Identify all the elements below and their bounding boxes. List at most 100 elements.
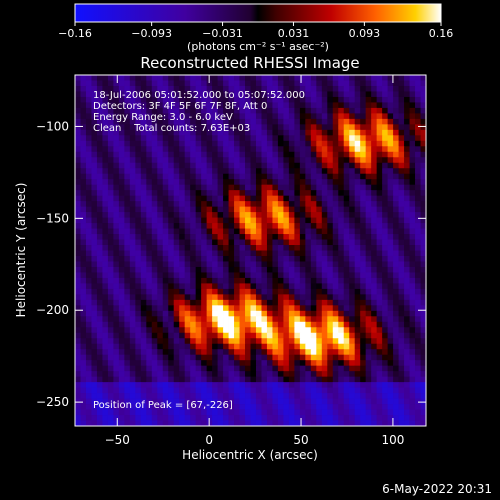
heatmap-cell [420,91,427,98]
heatmap-cell [179,310,186,317]
heatmap-cell [228,299,235,306]
heatmap-cell [124,91,131,98]
heatmap-cell [75,85,81,92]
heatmap-cell [107,420,114,427]
heatmap-cell [91,272,98,279]
heatmap-cell [234,349,240,356]
heatmap-cell [91,398,98,405]
heatmap-cell [398,404,405,410]
heatmap-cell [157,173,164,180]
heatmap-cell [266,398,273,405]
heatmap-cell [354,365,361,372]
heatmap-cell [91,184,98,191]
heatmap-cell [96,409,103,416]
heatmap-cell [195,201,202,208]
heatmap-cell [382,201,389,208]
heatmap-cell [387,332,394,339]
heatmap-cell [255,415,262,421]
heatmap-cell [129,212,136,218]
heatmap-cell [387,124,394,131]
heatmap-cell [157,376,164,383]
heatmap-cell [321,310,328,317]
heatmap-cell [179,217,186,224]
heatmap-cell [168,162,175,169]
heatmap-cell [250,299,257,306]
heatmap-cell [343,409,350,416]
heatmap-cell [91,338,98,345]
heatmap-cell [212,365,218,372]
heatmap-cell [75,157,81,164]
heatmap-cell [217,327,224,334]
heatmap-cell [135,113,142,120]
heatmap-cell [272,327,279,334]
heatmap-cell [190,338,197,345]
heatmap-cell [212,398,218,405]
heatmap-cell [283,299,290,306]
heatmap-cell [80,173,87,180]
heatmap-cell [415,415,421,421]
heatmap-cell [305,223,312,229]
heatmap-cell [305,266,312,273]
heatmap-cell [75,250,81,257]
heatmap-cell [283,343,290,350]
heatmap-cell [168,179,175,186]
heatmap-cell [376,184,383,191]
heatmap-cell [250,272,257,279]
heatmap-cell [107,382,114,389]
heatmap-cell [168,190,175,197]
heatmap-cell [277,316,284,323]
heatmap-cell [316,255,323,262]
heatmap-cell [146,102,153,109]
heatmap-cell [75,118,81,125]
heatmap-cell [168,245,175,251]
heatmap-cell [113,80,120,87]
heatmap-cell [168,96,175,103]
heatmap-cell [327,190,334,197]
heatmap-cell [288,354,295,361]
heatmap-cell [223,96,229,103]
heatmap-cell [354,327,361,334]
heatmap-cell [168,354,175,361]
heatmap-cell [277,266,284,273]
heatmap-cell [343,91,350,98]
heatmap-cell [420,255,427,262]
heatmap-cell [173,404,180,410]
heatmap-cell [404,245,410,251]
heatmap-cell [113,321,120,328]
heatmap-cell [376,266,383,273]
heatmap-cell [157,327,164,334]
heatmap-cell [327,91,334,98]
heatmap-cell [206,217,213,224]
heatmap-cell [124,310,131,317]
heatmap-cell [135,305,142,312]
heatmap-cell [376,151,383,158]
heatmap-cell [299,113,306,120]
heatmap-cell [321,129,328,136]
heatmap-cell [140,409,147,416]
heatmap-cell [179,179,186,186]
heatmap-cell [85,316,92,323]
heatmap-cell [157,107,164,114]
heatmap-cell [151,91,158,98]
heatmap-cell [371,96,378,103]
heatmap-cell [195,75,202,81]
heatmap-cell [360,223,367,229]
heatmap-cell [415,184,421,191]
heatmap-cell [80,332,87,339]
heatmap-cell [124,157,131,164]
heatmap-cell [255,135,262,142]
heatmap-cell [404,398,410,405]
heatmap-cell [321,124,328,131]
heatmap-cell [168,415,175,421]
heatmap-cell [184,190,191,197]
heatmap-cell [272,288,279,295]
heatmap-cell [404,305,410,312]
heatmap-cell [393,338,399,345]
heatmap-cell [245,332,251,339]
heatmap-cell [360,398,367,405]
heatmap-cell [173,294,180,301]
heatmap-cell [80,102,87,109]
heatmap-cell [332,409,339,416]
heatmap-cell [179,223,186,229]
heatmap-cell [255,299,262,306]
